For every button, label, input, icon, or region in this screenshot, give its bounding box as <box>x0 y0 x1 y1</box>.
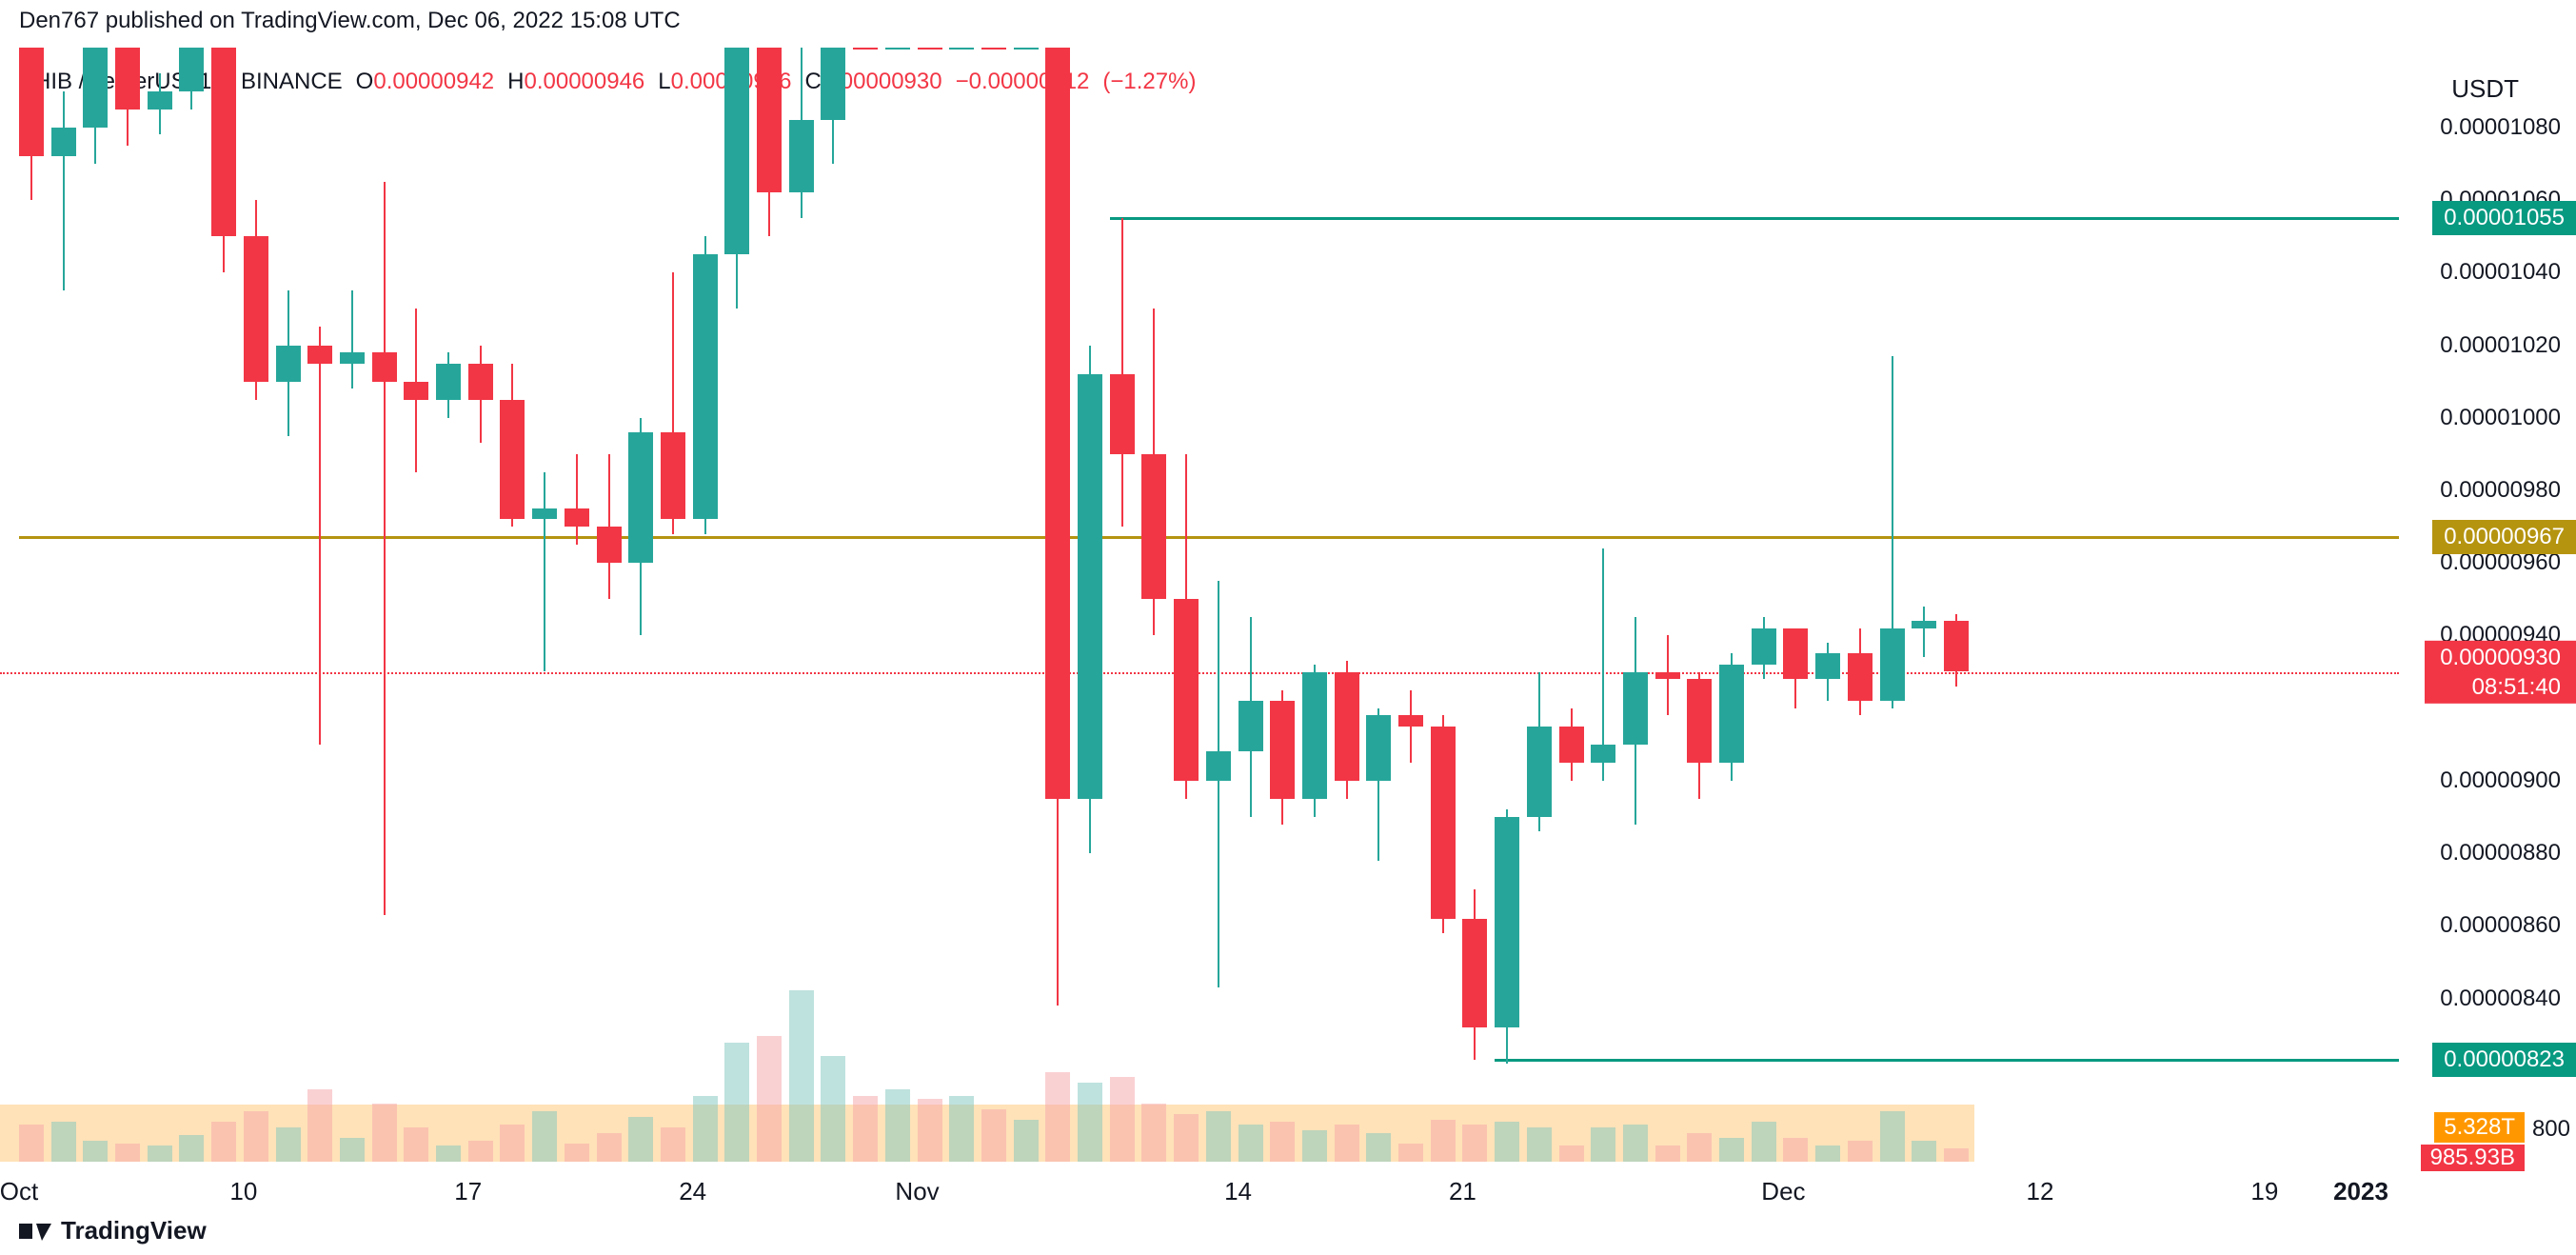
x-axis-tick: 2023 <box>2333 1177 2388 1206</box>
volume-bar <box>51 1122 76 1162</box>
volume-bar <box>1880 1111 1905 1162</box>
volume-bar <box>821 1056 845 1162</box>
volume-bar <box>885 1089 910 1162</box>
volume-ma-label: 5.328T <box>2434 1112 2525 1143</box>
horizontal-line[interactable] <box>19 536 2399 539</box>
volume-bar <box>1848 1141 1873 1162</box>
x-axis-tick: 21 <box>1449 1177 1476 1206</box>
volume-bar <box>1431 1120 1456 1162</box>
price-level-label[interactable]: 0.00000823 <box>2432 1043 2576 1077</box>
volume-bar <box>1270 1122 1295 1162</box>
horizontal-line[interactable] <box>1110 217 2399 220</box>
volume-bar <box>1591 1127 1615 1162</box>
x-axis-tick: Dec <box>1761 1177 1805 1206</box>
volume-bar <box>1719 1138 1744 1162</box>
volume-bar <box>1110 1077 1135 1162</box>
volume-bar <box>1559 1145 1584 1162</box>
y-axis-tick: 0.00000840 <box>2440 986 2561 1012</box>
volume-bar <box>276 1127 301 1162</box>
volume-bar <box>1174 1114 1199 1162</box>
y-axis-tick: 0.00000860 <box>2440 912 2561 939</box>
volume-bar <box>1783 1138 1808 1162</box>
volume-bar <box>1398 1144 1423 1162</box>
volume-bar <box>500 1125 525 1162</box>
volume-bar <box>757 1036 782 1162</box>
tradingview-logo: TradingView <box>19 1216 207 1245</box>
volume-bar <box>597 1133 622 1162</box>
x-axis-tick: Oct <box>0 1177 38 1206</box>
volume-bar <box>724 1043 749 1162</box>
volume-bar <box>1495 1122 1519 1162</box>
price-level-label[interactable]: 0.00001055 <box>2432 201 2576 235</box>
x-axis-tick: 10 <box>229 1177 257 1206</box>
x-axis-tick: 17 <box>454 1177 482 1206</box>
volume-bar <box>372 1104 397 1162</box>
volume-bar <box>148 1145 172 1162</box>
volume-bar <box>1045 1072 1070 1162</box>
current-price-line <box>0 672 2399 674</box>
volume-bar <box>468 1141 493 1162</box>
volume-bar <box>981 1109 1006 1162</box>
volume-bar <box>1078 1083 1102 1162</box>
volume-bar <box>1655 1145 1680 1162</box>
y-axis-tick: 0.00000880 <box>2440 840 2561 867</box>
volume-bar <box>949 1096 974 1162</box>
volume-bar <box>1912 1141 1936 1162</box>
volume-bar <box>436 1145 461 1162</box>
volume-bar <box>628 1117 653 1162</box>
candlestick-chart[interactable] <box>0 48 2399 1162</box>
horizontal-line[interactable] <box>1495 1059 2399 1062</box>
volume-bar <box>1752 1122 1776 1162</box>
volume-bar <box>1366 1133 1391 1162</box>
volume-bar <box>1141 1104 1166 1162</box>
publish-header: Den767 published on TradingView.com, Dec… <box>19 8 681 34</box>
y-axis-tick: 0.00001020 <box>2440 332 2561 359</box>
volume-bar <box>532 1111 557 1162</box>
y-axis-tick: 0.00001080 <box>2440 114 2561 141</box>
volume-bar <box>1944 1148 1969 1162</box>
time-axis[interactable]: Oct 10 17 24 Nov 14 21 Dec 12 19 2023 <box>0 1171 2399 1209</box>
volume-bar <box>565 1144 589 1162</box>
volume-bar <box>1238 1125 1263 1162</box>
volume-bar <box>789 990 814 1162</box>
volume-axis-tick: 800 <box>2532 1116 2570 1143</box>
volume-bar <box>1014 1120 1039 1162</box>
volume-value-label: 985.93B <box>2421 1145 2525 1171</box>
volume-bar <box>211 1122 236 1162</box>
logo-icon <box>19 1220 51 1243</box>
y-axis-tick: 0.00000980 <box>2440 477 2561 504</box>
volume-bar <box>1623 1125 1648 1162</box>
x-axis-tick: 14 <box>1224 1177 1252 1206</box>
price-axis[interactable]: 0.000010800.000010600.000010400.00001020… <box>2399 48 2576 1162</box>
volume-bar <box>179 1135 204 1162</box>
volume-bar <box>244 1111 268 1162</box>
volume-bar <box>340 1138 365 1162</box>
x-axis-tick: Nov <box>895 1177 939 1206</box>
volume-bar <box>404 1127 428 1162</box>
volume-bar <box>1206 1111 1231 1162</box>
x-axis-tick: 24 <box>679 1177 706 1206</box>
volume-bar <box>693 1096 718 1162</box>
volume-bar <box>661 1127 685 1162</box>
y-axis-tick: 0.00001000 <box>2440 405 2561 431</box>
volume-bar <box>83 1141 108 1162</box>
volume-bar <box>1335 1125 1359 1162</box>
y-axis-tick: 0.00001040 <box>2440 259 2561 286</box>
volume-bar <box>19 1125 44 1162</box>
volume-bar <box>1302 1130 1327 1162</box>
current-price-label[interactable]: 0.0000093008:51:40 <box>2425 640 2576 703</box>
price-level-label[interactable]: 0.00000967 <box>2432 520 2576 554</box>
volume-bar <box>1815 1145 1840 1162</box>
volume-bar <box>853 1096 878 1162</box>
volume-bar <box>918 1099 942 1162</box>
volume-bar <box>1687 1133 1712 1162</box>
volume-bar <box>1462 1125 1487 1162</box>
volume-bar <box>115 1144 140 1162</box>
volume-bar <box>1527 1127 1552 1162</box>
x-axis-tick: 19 <box>2250 1177 2278 1206</box>
x-axis-tick: 12 <box>2027 1177 2054 1206</box>
volume-bar <box>307 1089 332 1162</box>
y-axis-tick: 0.00000900 <box>2440 767 2561 794</box>
